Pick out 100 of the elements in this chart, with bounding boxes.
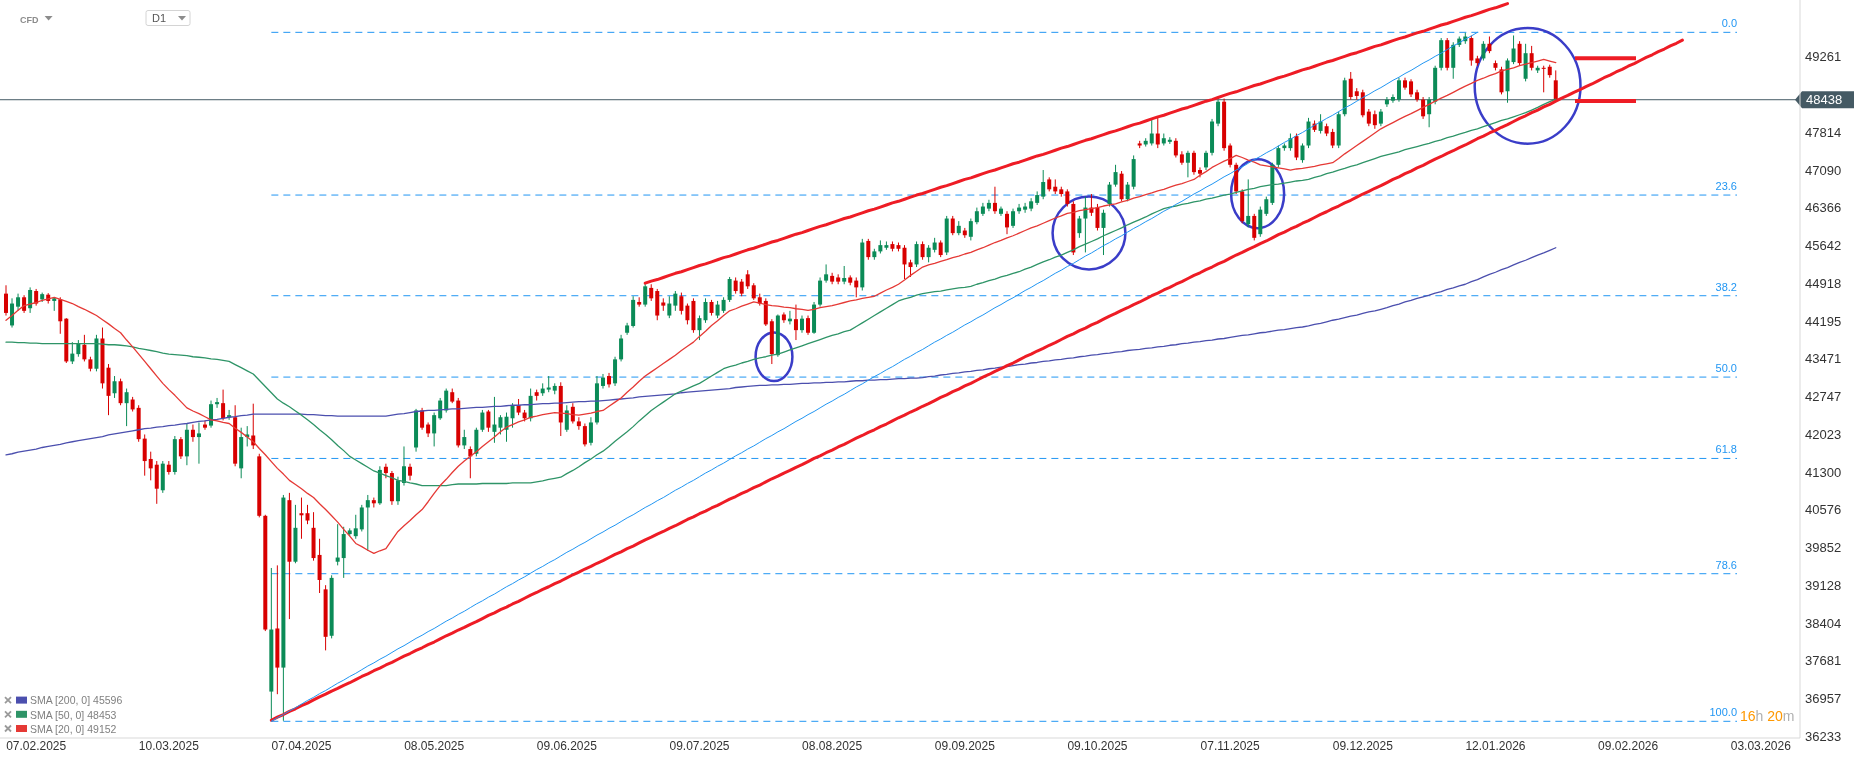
candlestick: [564, 404, 569, 433]
y-tick-label: 36957: [1805, 691, 1842, 707]
candlestick: [492, 396, 497, 444]
x-tick-label: 07.04.2025: [271, 738, 332, 753]
candlestick: [1113, 164, 1118, 188]
y-tick-label: 45642: [1805, 238, 1842, 254]
candlestick: [582, 423, 587, 447]
candlestick: [1185, 150, 1190, 178]
candlestick: [1041, 169, 1046, 200]
candlestick: [679, 292, 684, 315]
x-tick-label: 09.10.2025: [1067, 738, 1128, 753]
y-tick-label: 44918: [1805, 275, 1842, 291]
candlestick: [1390, 93, 1395, 104]
legend-label: SMA [200, 0] 45596: [30, 694, 123, 707]
candlestick: [1005, 210, 1010, 235]
x-tick-label: 10.03.2025: [138, 738, 200, 753]
candlestick: [215, 397, 220, 409]
candlestick: [28, 286, 33, 314]
candlestick: [830, 272, 835, 285]
y-tick-label: 36233: [1805, 728, 1842, 744]
candlestick: [685, 303, 690, 325]
annotation: 78.6: [1715, 558, 1737, 571]
x-tick-label: 03.03.2026: [1730, 738, 1792, 753]
candlestick: [1246, 178, 1251, 228]
candlestick: [745, 269, 750, 290]
x-tick-label: 08.05.2025: [404, 738, 465, 753]
y-tick-label: 43471: [1805, 351, 1842, 367]
candlestick: [781, 311, 786, 324]
candlestick: [468, 445, 473, 479]
x-tick-label: 07.02.2025: [6, 738, 67, 753]
candlestick: [420, 407, 425, 431]
y-tick-label: 40576: [1805, 502, 1842, 518]
candlestick: [1252, 213, 1257, 241]
candlestick: [462, 429, 467, 450]
candlestick: [1511, 34, 1516, 65]
annotation: 100.0: [1709, 706, 1737, 719]
candlestick: [806, 315, 811, 336]
x-tick-label: 09.07.2025: [669, 738, 730, 753]
annotation: 61.8: [1715, 443, 1737, 456]
candlestick: [1216, 99, 1221, 127]
candlestick: [118, 378, 123, 406]
y-tick-label: 49261: [1805, 49, 1842, 65]
candlestick: [203, 419, 207, 431]
candlestick: [112, 375, 117, 399]
candlestick: [305, 504, 310, 525]
candlestick: [902, 244, 907, 280]
candlestick: [1529, 45, 1534, 71]
candlestick: [190, 424, 195, 443]
candlestick: [667, 295, 672, 319]
candlestick: [510, 402, 515, 429]
x-tick-label: 07.11.2025: [1200, 738, 1261, 753]
candlestick: [178, 436, 183, 460]
candlestick: [1300, 142, 1305, 164]
candlestick: [221, 389, 226, 421]
candlestick: [480, 409, 485, 433]
y-tick-label: 39852: [1805, 540, 1842, 556]
annotation: D1: [152, 12, 167, 24]
x-tick-label: 09.02.2026: [1598, 738, 1659, 753]
y-tick-label: 47814: [1805, 124, 1842, 140]
y-tick-label: 42747: [1805, 389, 1842, 405]
candlestick: [154, 460, 159, 505]
candlestick: [82, 334, 87, 362]
candlestick: [432, 412, 437, 447]
candlestick: [1125, 181, 1130, 202]
legend-label: SMA [20, 0] 49152: [30, 722, 117, 735]
candlestick: [1173, 137, 1178, 159]
candlestick: [727, 276, 732, 303]
x-tick-label: 09.12.2025: [1332, 738, 1394, 753]
candlestick: [1023, 202, 1028, 214]
candlestick: [1372, 110, 1377, 130]
candlestick: [824, 263, 829, 284]
candlestick: [1197, 166, 1202, 178]
candlestick: [842, 265, 847, 285]
candlestick: [1204, 150, 1209, 171]
candlestick: [401, 445, 406, 487]
candlestick: [1276, 145, 1281, 168]
candlestick: [763, 297, 768, 327]
annotation: 23.6: [1715, 180, 1737, 193]
candlestick: [980, 202, 985, 217]
candlestick: [1330, 128, 1335, 149]
y-tick-label: 41300: [1805, 464, 1842, 480]
candlestick: [643, 283, 648, 308]
candlestick: [1077, 215, 1082, 239]
candlestick: [148, 451, 153, 481]
candlestick: [576, 416, 581, 431]
candlestick: [124, 388, 129, 427]
candlestick: [1294, 133, 1299, 161]
candlestick: [353, 514, 358, 540]
candlestick: [1396, 77, 1401, 103]
annotation: 0.0: [1721, 17, 1737, 30]
candlestick: [486, 409, 491, 433]
y-tick-label: 44195: [1805, 313, 1842, 329]
candlestick: [444, 388, 449, 414]
x-tick-label: 08.08.2025: [802, 738, 863, 753]
candlestick: [607, 372, 612, 389]
candlestick: [1107, 181, 1112, 208]
candlestick: [920, 240, 925, 261]
candlestick: [299, 497, 304, 540]
candlestick: [793, 304, 798, 341]
candlestick: [950, 215, 955, 236]
